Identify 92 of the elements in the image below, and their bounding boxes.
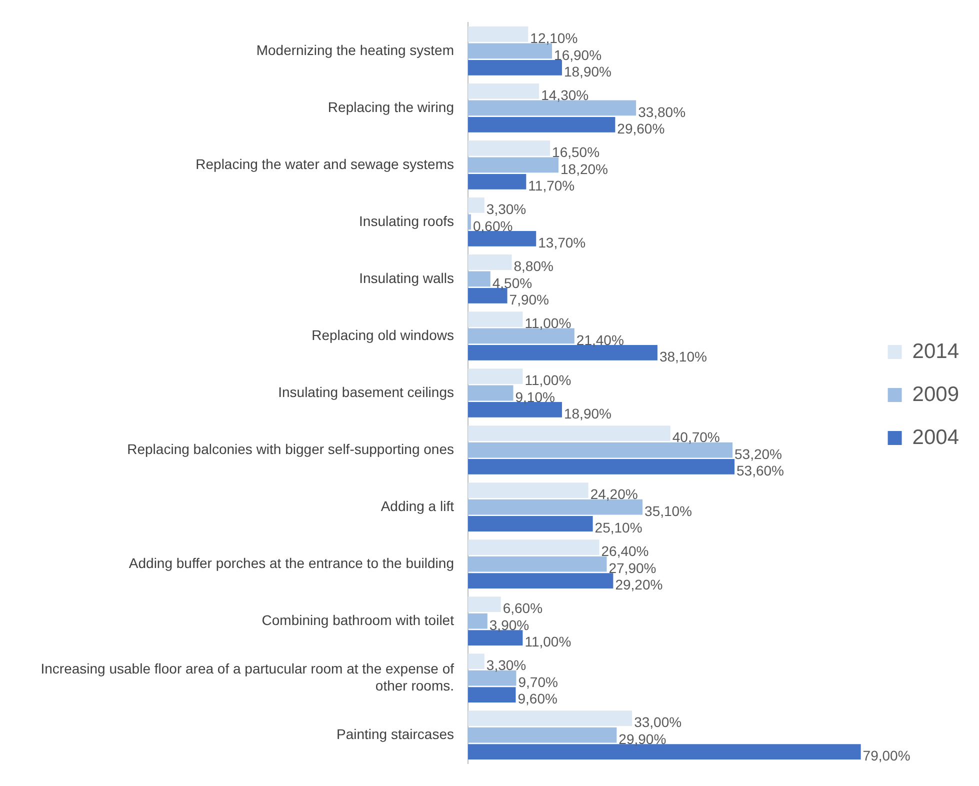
bar [468, 198, 484, 213]
bar [468, 596, 501, 612]
bar [468, 116, 616, 132]
data-label: 7,90% [509, 292, 549, 308]
legend-label: 2004 [912, 426, 960, 449]
bar [468, 26, 528, 42]
data-label: 16,90% [554, 46, 602, 63]
bar [468, 482, 588, 498]
bar [468, 100, 636, 116]
data-label: 4,50% [492, 274, 532, 291]
data-label: 26,40% [601, 543, 649, 560]
bar [468, 402, 562, 418]
y-tick-label: Modernizing the heating system [256, 42, 454, 58]
data-label: 3,90% [489, 616, 530, 633]
bar [468, 710, 632, 726]
data-label: 27,90% [608, 560, 656, 576]
data-label: 9,60% [518, 690, 558, 707]
data-label: 6,60% [502, 600, 543, 616]
bar [468, 312, 523, 327]
bar [468, 442, 733, 458]
data-label: 9,70% [518, 674, 558, 690]
data-label: 12,10% [530, 30, 578, 46]
bar [468, 426, 670, 441]
y-tick-label: Replacing balconies with bigger self-supporting ones [127, 440, 454, 457]
bar [468, 345, 658, 360]
data-label: 3,30% [486, 201, 526, 218]
data-label: 11,70% [528, 178, 575, 194]
bar [468, 516, 593, 532]
y-tick-label: Insulating roofs [359, 212, 454, 229]
data-label: 9,10% [515, 388, 555, 405]
bar [468, 214, 471, 230]
y-tick-label: Adding a lift [380, 498, 454, 514]
y-tick-label: Painting staircases [336, 726, 454, 742]
y-tick-label: Replacing the wiring [328, 98, 454, 115]
data-label: 8,80% [514, 258, 554, 274]
data-label: 0,60% [472, 218, 513, 234]
bar [468, 540, 600, 556]
data-label: 18,90% [564, 63, 612, 80]
bar [468, 368, 523, 384]
y-tick-label: Insulating walls [359, 270, 454, 286]
data-label: 33,00% [634, 714, 682, 730]
data-label: 14,30% [541, 87, 589, 104]
bar [468, 84, 540, 99]
data-label: 33,80% [638, 104, 686, 120]
bar [468, 573, 614, 588]
data-label: 29,90% [618, 730, 666, 747]
data-label: 11,00% [524, 372, 572, 388]
bar [468, 157, 558, 173]
bar [468, 630, 523, 646]
data-label: 29,20% [615, 576, 663, 593]
data-label: 53,20% [734, 446, 782, 462]
y-tick-label: Insulating basement ceilings [278, 384, 454, 400]
y-tick-label: Replacing old windows [312, 326, 454, 343]
data-label: 11,00% [524, 634, 572, 650]
y-tick-label: Replacing the water and sewage systems [196, 156, 454, 172]
y-tick-label: Combining bathroom with toilet [262, 612, 454, 628]
legend-label: 2009 [912, 382, 959, 406]
data-label: 24,20% [590, 486, 638, 502]
data-label: 25,10% [594, 520, 642, 536]
bar [468, 687, 516, 702]
data-label: 18,20% [560, 160, 608, 177]
bar [468, 254, 512, 270]
legend-label: 2014 [912, 340, 960, 363]
data-label: 3,30% [486, 657, 526, 674]
data-label: 38,10% [659, 348, 707, 365]
bar [468, 744, 861, 760]
bar [468, 271, 490, 287]
bar [468, 613, 488, 629]
bar [468, 499, 643, 515]
y-tick-label: Adding buffer porches at the entrance to the building [128, 554, 454, 571]
bar [468, 328, 574, 344]
data-label: 53,60% [736, 462, 784, 479]
bar [468, 459, 735, 474]
data-label: 29,60% [617, 120, 665, 137]
y-tick-label: Increasing usable floor area of a partucular room at the expense of other rooms. [40, 660, 454, 694]
bar [468, 727, 617, 743]
bar [468, 654, 484, 670]
data-label: 11,00% [524, 315, 572, 332]
data-label: 79,00% [862, 748, 910, 764]
data-label: 40,70% [672, 429, 720, 446]
data-label: 16,50% [552, 144, 600, 160]
bar [468, 670, 516, 686]
bar [468, 288, 508, 304]
data-label: 13,70% [538, 234, 586, 251]
bar [468, 556, 607, 572]
data-label: 18,90% [564, 406, 612, 422]
bar [468, 385, 514, 401]
data-label: 21,40% [576, 332, 624, 348]
bar [468, 174, 526, 190]
bar [468, 140, 550, 156]
data-label: 35,10% [644, 502, 692, 519]
bar [468, 43, 552, 59]
